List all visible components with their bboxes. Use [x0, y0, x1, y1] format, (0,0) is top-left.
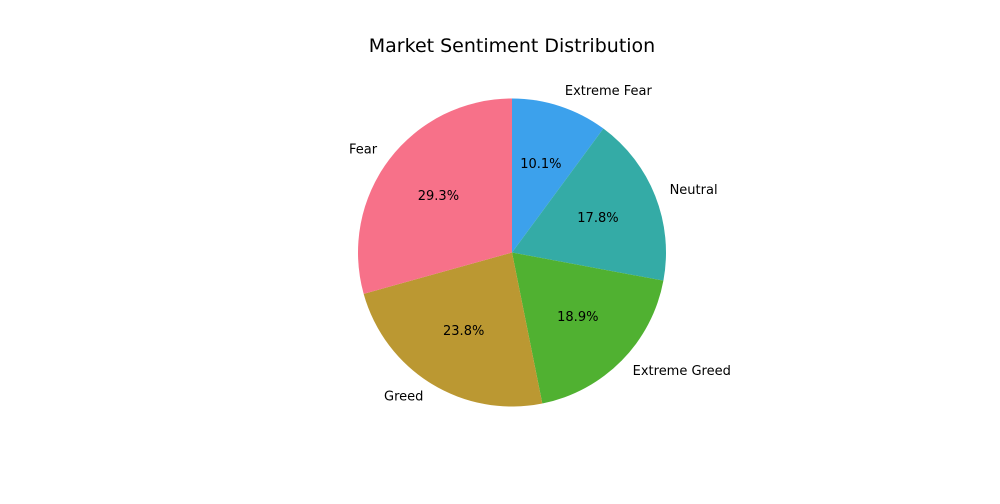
slice-label: Extreme Greed: [633, 364, 731, 379]
pie-slices: [357, 98, 666, 407]
pie-slice-fear: [357, 98, 512, 294]
slice-label: Extreme Fear: [565, 84, 653, 99]
slice-percent-label: 29.3%: [418, 189, 459, 204]
slice-percent-label: 23.8%: [443, 324, 484, 339]
pie-slice-greed: [363, 252, 543, 407]
slice-percent-label: 17.8%: [577, 211, 618, 226]
pie-slice-extreme-greed: [512, 252, 664, 404]
slice-label: Greed: [384, 389, 423, 404]
pie-slice-extreme-fear: [512, 98, 604, 253]
pie-slice-neutral: [512, 128, 666, 281]
chart-title: Market Sentiment Distribution: [369, 35, 655, 57]
slice-percent-label: 10.1%: [520, 157, 561, 172]
pie-labels: Extreme Fear 10.1% Neutral 17.8% Extreme Gre…: [349, 84, 731, 404]
slice-label: Fear: [349, 143, 378, 158]
slice-label: Neutral: [670, 183, 718, 198]
slice-percent-label: 18.9%: [557, 310, 598, 325]
